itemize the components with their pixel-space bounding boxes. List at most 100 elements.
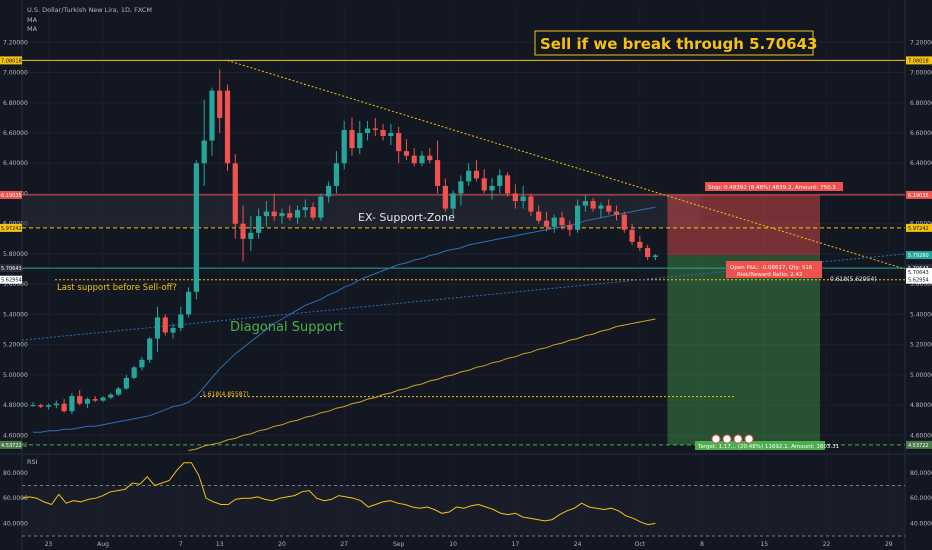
candle-body <box>489 185 495 191</box>
x-tick-label: 17 <box>512 541 520 548</box>
candle-body <box>115 388 122 395</box>
headline-text: Sell if we break through 5.70643 <box>540 35 817 53</box>
rsi-tick: 80.0000 <box>910 470 932 477</box>
candle <box>147 337 153 363</box>
x-tick-label: 24 <box>574 541 582 548</box>
candle-body <box>473 170 480 179</box>
event-marker-icon <box>722 434 732 444</box>
candle <box>61 399 67 413</box>
y-tick-label: 7.00000 <box>910 70 932 77</box>
candle <box>263 201 269 227</box>
candle <box>590 198 596 212</box>
x-tick-label: 29 <box>885 541 893 548</box>
candle <box>287 205 293 221</box>
candle <box>419 151 425 167</box>
candle <box>473 160 480 182</box>
candle-body <box>349 129 355 149</box>
candle-body <box>209 90 215 141</box>
stop-label-bg <box>705 182 843 191</box>
candle <box>637 235 643 251</box>
candle <box>139 356 145 371</box>
x-tick-label: 23 <box>45 541 53 548</box>
price-tag-left-label: 4.53722 <box>1 443 22 449</box>
candle <box>575 199 581 233</box>
y-tick-label-left: 6.60000 <box>3 130 28 137</box>
y-tick-label-left: 6.40000 <box>3 160 28 167</box>
x-tick-label: 27 <box>340 541 348 548</box>
candle <box>294 205 301 224</box>
candle <box>217 69 223 133</box>
candle <box>598 202 604 218</box>
x-tick-label: 10 <box>449 541 457 548</box>
price-tag-bg <box>906 56 932 65</box>
rsi-band <box>22 485 905 536</box>
y-tick-label: 5.20000 <box>910 342 932 349</box>
price-tag-left-bg <box>0 223 22 232</box>
candle <box>372 117 378 137</box>
price-tag-label: 7.08018 <box>908 58 929 64</box>
candle-body <box>123 377 129 389</box>
x-tick-label: 7 <box>179 541 183 548</box>
candle <box>606 199 612 215</box>
candle <box>209 87 215 156</box>
candle <box>84 397 91 409</box>
y-tick-label: 4.60000 <box>910 432 932 439</box>
rsi-tick-left: 60.0000 <box>3 495 28 502</box>
candle-body <box>504 175 511 194</box>
price-tag-label: 6.19035 <box>908 193 929 199</box>
price-tag-left-label: 5.97242 <box>1 226 22 232</box>
candle-body <box>481 178 487 191</box>
price-tag-left-bg <box>0 190 22 199</box>
price-tag-bg <box>906 275 932 284</box>
candle-body <box>442 185 448 209</box>
candle <box>504 172 511 197</box>
y-tick-label: 6.60000 <box>910 130 932 137</box>
price-tag-left-bg <box>0 56 22 65</box>
candle <box>497 169 503 194</box>
price-tag-bg <box>906 190 932 199</box>
candle <box>567 220 573 236</box>
y-tick-label-left: 5.60000 <box>3 281 28 288</box>
candle-body <box>333 163 340 186</box>
candle <box>364 120 371 141</box>
candle-body <box>450 193 456 209</box>
candle-body <box>536 211 542 221</box>
candle-body <box>621 214 627 230</box>
candle-body <box>388 132 394 137</box>
candle-body <box>458 181 464 194</box>
candle <box>302 199 308 218</box>
price-tag-label: 5.97242 <box>908 226 929 232</box>
candle-body <box>30 405 36 407</box>
candle-body <box>84 399 91 404</box>
candle-body <box>61 403 67 412</box>
candle-body <box>232 163 238 224</box>
candle-body <box>551 217 557 227</box>
y-tick-label-left: 5.00000 <box>3 372 28 379</box>
candle <box>186 287 192 318</box>
price-tag-extra-bg <box>906 268 932 277</box>
candle <box>45 403 52 410</box>
y-tick-label-left: 4.60000 <box>3 432 28 439</box>
candle-body <box>520 196 526 202</box>
candle-body <box>629 229 635 242</box>
target-label-bg <box>695 441 825 450</box>
rsi-line <box>21 462 656 526</box>
candle-body <box>178 314 184 329</box>
candle-body <box>139 359 145 368</box>
fib-0618-label: 0.618(5.62954) <box>830 276 877 283</box>
candle-body <box>403 151 410 156</box>
y-tick-label-left: 7.00000 <box>3 70 28 77</box>
candle <box>271 193 277 221</box>
candle <box>131 365 137 380</box>
candle <box>193 160 199 300</box>
event-marker-icon <box>733 434 743 444</box>
candle-body <box>582 201 588 206</box>
candle <box>326 181 332 203</box>
event-marker-icon <box>744 434 754 444</box>
candle-body <box>310 207 316 218</box>
candle-body <box>318 196 324 218</box>
rsi-tick: 40.0000 <box>910 520 932 527</box>
candle-body <box>240 223 246 239</box>
candle-body <box>170 328 176 333</box>
